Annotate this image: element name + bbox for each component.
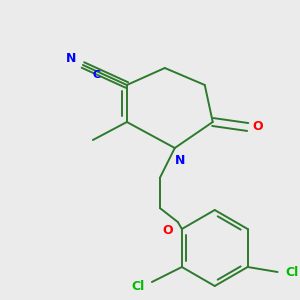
Text: N: N — [175, 154, 185, 166]
Text: C: C — [93, 70, 101, 80]
Text: N: N — [66, 52, 76, 64]
Text: O: O — [163, 224, 173, 236]
Text: Cl: Cl — [131, 280, 145, 293]
Text: Cl: Cl — [285, 266, 298, 278]
Text: O: O — [252, 121, 263, 134]
